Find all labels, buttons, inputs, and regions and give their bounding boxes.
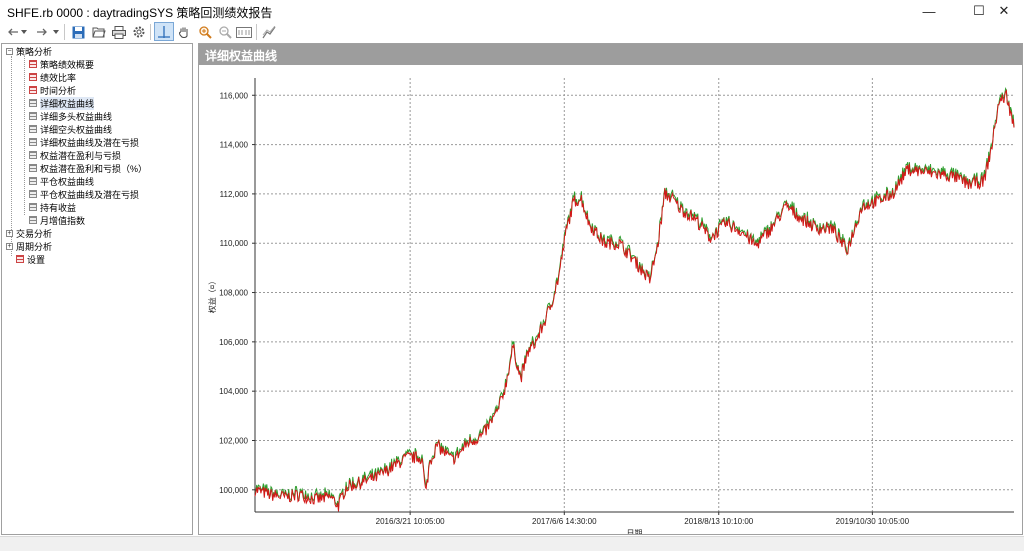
y-tick-label: 112,000 [220,190,249,199]
chart-icon [29,203,37,211]
tree-item-performance-ratios[interactable]: 绩效比率 [29,71,76,83]
x-tick-label: 2017/6/6 14:30:00 [532,517,597,526]
window-title: SHFE.rb 0000 : daytradingSYS 策略回测绩效报告 [7,6,273,20]
x-tick-label: 2016/3/21 10:05:00 [376,517,446,526]
panel-header: 详细权益曲线 [199,44,1022,65]
tree-item-label: 时间分析 [40,85,77,96]
x-tick-label: 2018/8/13 10:10:00 [684,517,754,526]
y-tick-label: 114,000 [220,141,249,150]
tree-item-detailed-equity-curve[interactable]: 详细权益曲线 [29,96,95,110]
tree-item-closed-equity-potential-loss[interactable]: 平仓权益曲线及潜在亏损 [29,188,139,200]
y-tick-label: 104,000 [219,387,248,396]
chart-icon [29,164,37,172]
tree-item-label: 权益潜在盈利和亏损（%） [40,163,148,174]
tree-item-label: 平仓权益曲线 [40,176,95,187]
chart-panel: 详细权益曲线 100,000 102,000 104,000 106,000 108,0… [198,43,1023,535]
print-icon[interactable] [110,23,128,41]
tree-item-long-equity-curve[interactable]: 详细多头权益曲线 [29,110,112,122]
y-tick-label: 110,000 [220,239,249,248]
tree-group-trade-analysis[interactable]: + 交易分析 [6,227,52,239]
zoom-out-icon[interactable] [216,23,234,41]
chart-icon [29,125,37,133]
grid-icon [29,60,37,68]
equity-curve-chart[interactable]: 100,000 102,000 104,000 106,000 108,000 110,0… [199,66,1022,534]
tree-item-label: 详细空头权益曲线 [40,124,113,135]
save-icon[interactable] [69,23,87,41]
tree-item-equity-potential-profit-loss[interactable]: 权益潜在盈利与亏损 [29,149,121,161]
tree-item-label: 持有收益 [40,202,77,213]
tree-item-equity-curve-potential-loss[interactable]: 详细权益曲线及潜在亏损 [29,136,139,148]
toolbar-separator [64,24,65,40]
grid-icon [16,255,24,263]
tree-group-label: 交易分析 [16,228,53,239]
tree-group-label: 周期分析 [16,241,53,252]
y-tick-label: 108,000 [219,289,248,298]
close-button[interactable]: ✕ [998,3,1010,18]
chart-icon [29,138,37,146]
tree-item-equity-potential-profit-loss-pct[interactable]: 权益潜在盈利和亏损（%） [29,162,147,174]
y-tick-label: 100,000 [219,486,248,495]
toolbar-separator [150,24,151,40]
tree-connector [11,56,12,256]
chart-icon [29,112,37,120]
maximize-button[interactable]: ☐ [973,3,985,18]
y-tick-label: 106,000 [219,338,248,347]
report-tree-sidebar: − 策略分析 策略绩效概要 绩效比率 时间分析 详细权益曲线 详细多头权益曲线 … [1,43,193,535]
chart-icon [29,99,37,107]
toolbar-separator [256,24,257,40]
tree-group-period-analysis[interactable]: + 周期分析 [6,240,52,252]
back-arrow-icon[interactable] [4,23,22,41]
toolbar [0,22,1024,42]
tree-group-strategy-analysis[interactable]: − 策略分析 [6,45,52,57]
chart-style-icon[interactable] [260,23,278,41]
crosshair-icon[interactable] [154,22,174,41]
tree-item-settings[interactable]: 设置 [16,253,45,265]
dropdown-icon[interactable] [19,23,29,41]
tree-item-label: 权益潜在盈利与亏损 [40,150,122,161]
chart-icon [29,190,37,198]
dropdown-icon[interactable] [51,23,61,41]
y-tick-label: 116,000 [220,91,249,100]
tree-item-label: 详细权益曲线及潜在亏损 [40,137,140,148]
tree-item-label: 月增值指数 [40,215,86,226]
tree-item-holding-returns[interactable]: 持有收益 [29,201,76,213]
chart-icon [29,151,37,159]
forward-arrow-icon[interactable] [33,23,51,41]
tree-item-label: 详细多头权益曲线 [40,111,113,122]
tree-item-label: 设置 [27,254,46,265]
tree-item-label: 平仓权益曲线及潜在亏损 [40,189,140,200]
minimize-button[interactable]: — [922,3,936,19]
y-tick-label: 102,000 [219,436,248,445]
tree-item-monthly-value-index[interactable]: 月增值指数 [29,214,85,226]
x-axis-label: 日期 [627,529,643,534]
expand-icon[interactable]: + [6,242,13,250]
tree-item-time-analysis[interactable]: 时间分析 [29,84,76,96]
tree-item-closed-equity-curve[interactable]: 平仓权益曲线 [29,175,94,187]
title-bar: SHFE.rb 0000 : daytradingSYS 策略回测绩效报告 — … [0,0,1024,22]
grid-icon [29,86,37,94]
expand-icon[interactable]: + [6,229,13,237]
tree-item-label: 详细权益曲线 [40,96,95,110]
series-line-low [254,89,1015,512]
open-icon[interactable] [90,23,108,41]
tree-item-performance-summary[interactable]: 策略绩效概要 [29,58,94,70]
zoom-in-icon[interactable] [196,23,214,41]
grid-icon [29,73,37,81]
status-bar [0,536,1024,551]
tree-item-label: 策略绩效概要 [40,59,95,70]
tree-connector [24,56,25,215]
settings-gear-icon[interactable] [130,23,148,41]
panel-title: 详细权益曲线 [205,49,278,63]
chart-icon [29,177,37,185]
collapse-icon[interactable]: − [6,47,13,55]
chart-icon [29,216,37,224]
tree-group-label: 策略分析 [16,46,53,57]
series-line-high [254,87,1015,508]
x-tick-label: 2019/10/30 10:05:00 [836,517,910,526]
fit-icon[interactable] [234,23,254,41]
pan-hand-icon[interactable] [175,23,193,41]
tree-item-short-equity-curve[interactable]: 详细空头权益曲线 [29,123,112,135]
y-axis-label: 权益（¤） [207,277,217,313]
tree-item-label: 绩效比率 [40,72,77,83]
